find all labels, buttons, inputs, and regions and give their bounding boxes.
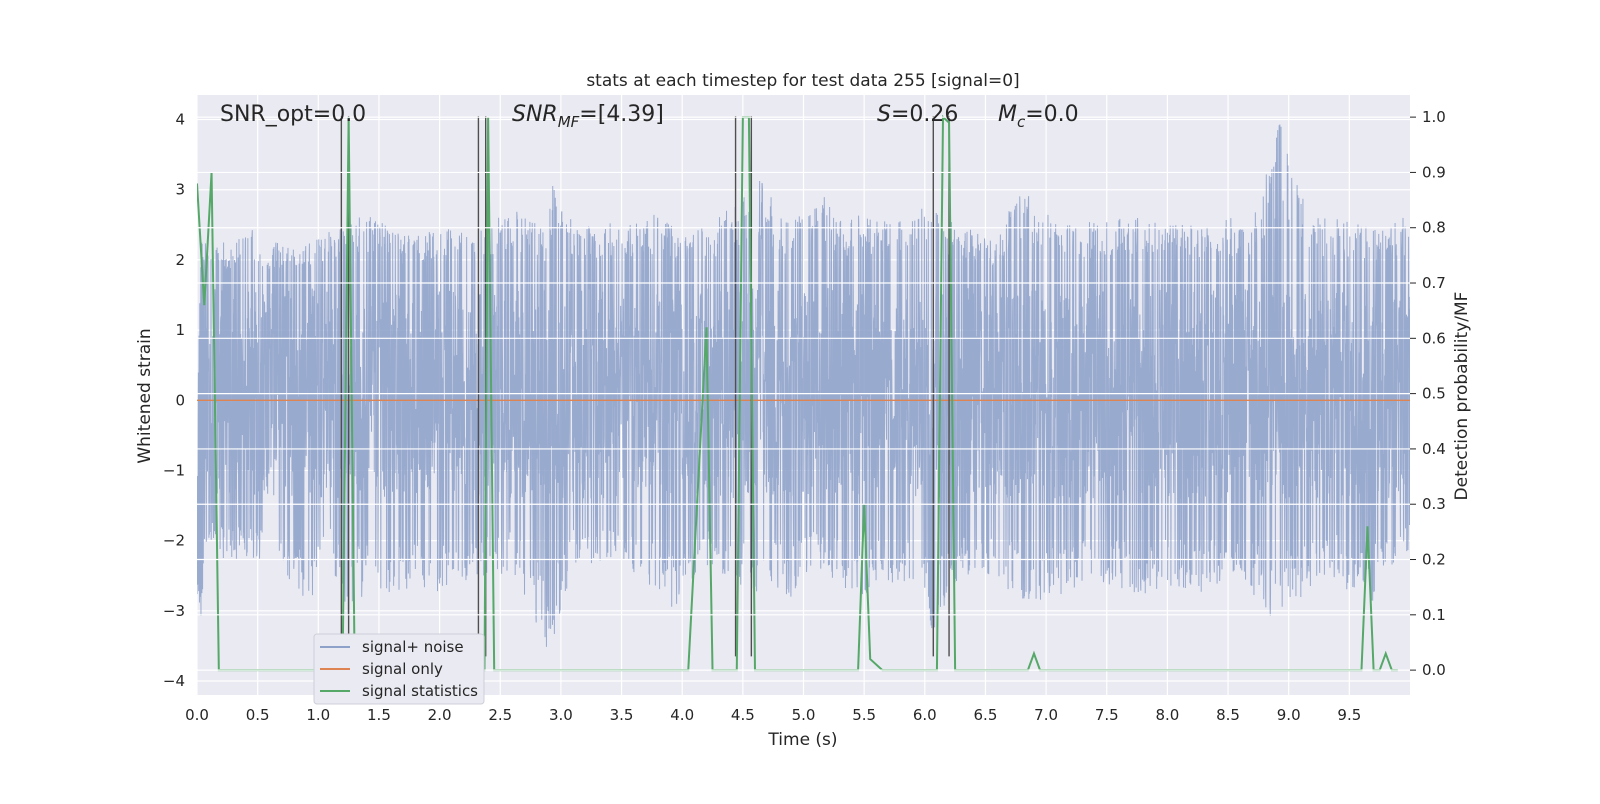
x-tick-label: 3.5 (610, 706, 634, 724)
y2-tick-label: 0.4 (1422, 440, 1446, 458)
signal-noise-trace (197, 124, 1410, 647)
y-tick-label: 3 (175, 181, 185, 199)
x-tick-label: 2.0 (428, 706, 452, 724)
s-value: =0.26 (891, 102, 958, 127)
y-tick-label: 0 (175, 391, 185, 409)
y-tick-label: −3 (163, 602, 185, 620)
secondary-grid-layer (197, 116, 1410, 671)
y2-tick-label: 0.9 (1422, 163, 1446, 181)
snr-mf-symbol: SNR (512, 102, 558, 127)
x-tick-label: 0.0 (185, 706, 209, 724)
annotations-layer: SNR_opt=0.0 SNRMF=[4.39] S=0.26 Mc=0.0 (220, 102, 1079, 131)
x-tick-label: 4.0 (670, 706, 694, 724)
s-annotation: S=0.26 (877, 102, 958, 127)
chart-title: stats at each timestep for test data 255… (586, 71, 1019, 91)
signal-noise-layer (197, 124, 1410, 647)
mc-annotation: Mc=0.0 (998, 102, 1079, 131)
y-tick-label: 1 (175, 321, 185, 339)
x-tick-label: 9.5 (1337, 706, 1361, 724)
x-tick-label: 2.5 (488, 706, 512, 724)
x-tick-label: 1.5 (367, 706, 391, 724)
legend-label-signal-noise: signal+ noise (362, 638, 464, 656)
mc-value: =0.0 (1025, 102, 1078, 127)
x-tick-label: 3.0 (549, 706, 573, 724)
y2-tick-label: 0.0 (1422, 661, 1446, 679)
snr-mf-subscript: MF (558, 113, 580, 131)
y2-tick-label: 0.2 (1422, 551, 1446, 569)
y-tick-label: 4 (175, 111, 185, 129)
y-tick-label: −1 (163, 461, 185, 479)
y2-tick-label: 0.5 (1422, 385, 1446, 403)
y2-axis-label: Detection probability/MF (1452, 292, 1472, 501)
y-tick-label: −4 (163, 672, 185, 690)
y2-tick-label: 0.7 (1422, 274, 1446, 292)
snr-mf-annotation: SNRMF=[4.39] (512, 102, 664, 131)
snr-mf-value: =[4.39] (579, 102, 664, 127)
s-symbol: S (877, 102, 891, 127)
x-tick-label: 1.0 (306, 706, 330, 724)
x-tick-label: 4.5 (731, 706, 755, 724)
x-tick-label: 0.5 (246, 706, 270, 724)
snr-opt-annotation: SNR_opt=0.0 (220, 102, 366, 127)
x-tick-label: 6.5 (974, 706, 998, 724)
mc-symbol: M (998, 102, 1017, 127)
y2-tick-label: 0.3 (1422, 495, 1446, 513)
y-tick-label: 2 (175, 251, 185, 269)
y-axis-label: Whitened strain (135, 328, 155, 463)
x-tick-label: 6.0 (913, 706, 937, 724)
x-tick-label: 8.0 (1155, 706, 1179, 724)
y2-tick-label: 0.1 (1422, 606, 1446, 624)
y2-tick-label: 0.8 (1422, 219, 1446, 237)
x-tick-label: 9.0 (1277, 706, 1301, 724)
y-tick-label: −2 (163, 532, 185, 550)
y2-tick-label: 0.6 (1422, 329, 1446, 347)
x-tick-label: 8.5 (1216, 706, 1240, 724)
legend-label-signal-statistics: signal statistics (362, 682, 478, 700)
legend-label-signal-only: signal only (362, 660, 443, 678)
legend: signal+ noise signal only signal statist… (313, 633, 485, 705)
x-tick-label: 5.5 (852, 706, 876, 724)
x-tick-label: 7.5 (1095, 706, 1119, 724)
axes-layer: 0.0 0.5 1.0 1.5 2.0 2.5 3.0 3.5 4.0 4.5 5.0 5.5 6.0 6… (163, 108, 1446, 724)
legend-box (313, 633, 485, 705)
x-tick-label: 5.0 (792, 706, 816, 724)
plot-layer (197, 114, 1410, 672)
y2-tick-label: 1.0 (1422, 108, 1446, 126)
x-tick-label: 7.0 (1034, 706, 1058, 724)
mc-subscript: c (1017, 113, 1026, 131)
x-axis-label: Time (s) (767, 730, 837, 750)
